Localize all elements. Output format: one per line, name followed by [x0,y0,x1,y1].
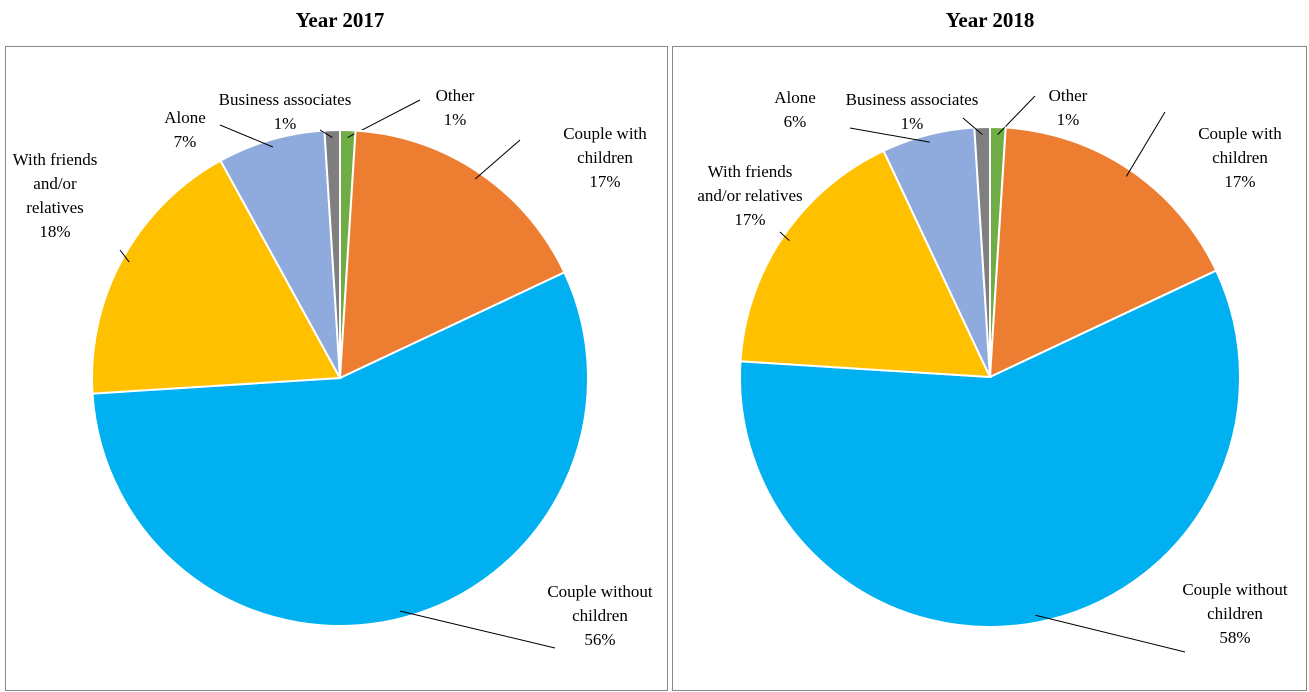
category-label: Couple without children [1182,580,1288,623]
value-label: 1% [443,110,467,129]
value-label: 17% [1224,172,1256,191]
slice-label: Couple without children 56% [545,580,655,652]
value-label: 6% [783,112,807,131]
leader-line [997,95,1036,135]
leader-line [849,127,930,143]
category-label: Couple without children [547,582,653,625]
slice-label: Business associates 1% [822,88,1002,136]
leader-line [1125,111,1166,177]
chart-frame [672,46,1307,691]
pie-slice [91,159,342,395]
category-label: With friends and/or relatives [12,150,98,217]
value-label: 58% [1219,628,1251,647]
category-label: Alone [164,108,206,127]
value-label: 17% [734,210,766,229]
slice-label: With friends and/or relatives 18% [5,148,105,244]
value-label: 1% [900,114,924,133]
leader-line [962,117,983,135]
category-label: Business associates [218,90,352,109]
leader-line [399,610,556,649]
leader-line [474,139,521,180]
category-label: With friends and/or relatives [697,162,803,205]
leader-line [119,249,130,263]
category-label: Couple with children [1198,124,1282,167]
pie-slice [91,271,589,627]
slice-label: Other 1% [415,84,495,132]
value-label: 56% [584,630,616,649]
category-label: Alone [774,88,816,107]
category-label: Other [435,86,475,105]
slice-label: Couple with children 17% [535,122,675,194]
leader-line [219,124,274,148]
pie-slice [739,149,992,379]
chart-title: Year 2018 [945,8,1035,32]
value-label: 1% [273,114,297,133]
pie-slice [739,269,1241,628]
chart-frame [5,46,668,691]
slice-label: Couple with children 17% [1170,122,1309,194]
chart-title: Year 2017 [295,8,385,32]
slice-label: Alone 7% [155,106,215,154]
category-label: Couple with children [563,124,647,167]
slice-label: Other 1% [1033,84,1103,132]
leader-line [319,129,333,138]
value-label: 18% [39,222,71,241]
category-label: Other [1048,86,1088,105]
value-label: 1% [1056,110,1080,129]
value-label: 17% [589,172,621,191]
pie-slice [338,129,566,380]
pie-slice [219,129,341,379]
leader-line [1035,614,1186,653]
category-label: Business associates [845,90,979,109]
pie-slice [323,128,341,379]
slice-label: With friends and/or relatives 17% [685,160,815,232]
value-label: 7% [173,132,197,151]
leader-line [779,231,790,242]
slice-label: Alone 6% [765,86,825,134]
slice-label: Business associates 1% [190,88,380,136]
slice-label: Couple without children 58% [1180,578,1290,650]
